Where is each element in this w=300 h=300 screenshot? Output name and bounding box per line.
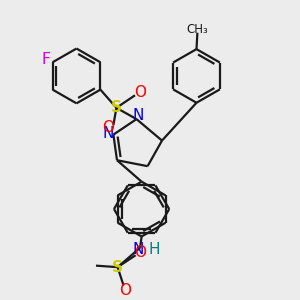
Text: O: O bbox=[119, 284, 131, 298]
Text: S: S bbox=[112, 260, 123, 274]
Text: N: N bbox=[133, 242, 144, 257]
Text: F: F bbox=[42, 52, 50, 68]
Text: N: N bbox=[102, 126, 114, 141]
Text: O: O bbox=[134, 85, 146, 100]
Text: S: S bbox=[111, 100, 122, 115]
Text: O: O bbox=[134, 245, 146, 260]
Text: CH₃: CH₃ bbox=[187, 23, 208, 36]
Text: N: N bbox=[132, 108, 144, 123]
Text: O: O bbox=[102, 120, 114, 135]
Text: H: H bbox=[149, 242, 160, 257]
